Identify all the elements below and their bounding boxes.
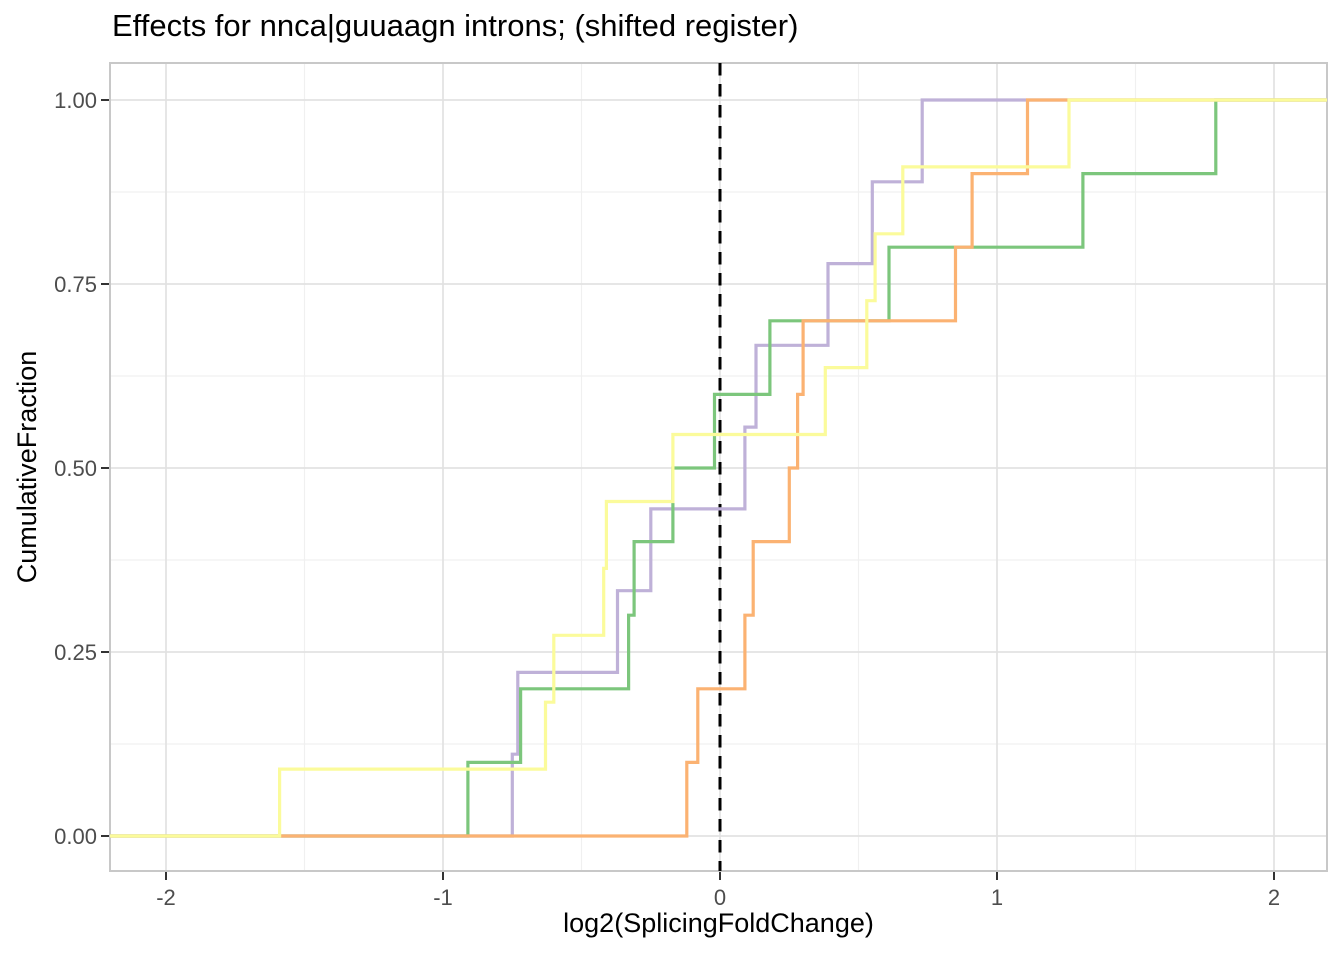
x-axis-title: log2(SplicingFoldChange): [563, 908, 874, 938]
x-tick-label: -2: [156, 885, 176, 910]
chart-title: Effects for nnca|guuaagn introns; (shift…: [112, 8, 799, 43]
ecdf-line-yellow: [110, 98, 1327, 838]
x-tick-label: 2: [1268, 885, 1280, 910]
x-tick-label: 0: [714, 885, 726, 910]
ecdf-line-orange: [110, 98, 1327, 838]
y-tick-label: 0.25: [54, 640, 97, 665]
x-tick-label: 1: [991, 885, 1003, 910]
ecdf-line-purple: [110, 98, 1327, 838]
y-axis-title: CumulativeFraction: [12, 350, 42, 584]
y-tick-label: 0.75: [54, 272, 97, 297]
x-tick-label: -1: [433, 885, 453, 910]
y-tick-label: 0.50: [54, 456, 97, 481]
y-tick-label: 1.00: [54, 88, 97, 113]
ecdf-line-green: [110, 98, 1327, 838]
y-tick-label: 0.00: [54, 824, 97, 849]
